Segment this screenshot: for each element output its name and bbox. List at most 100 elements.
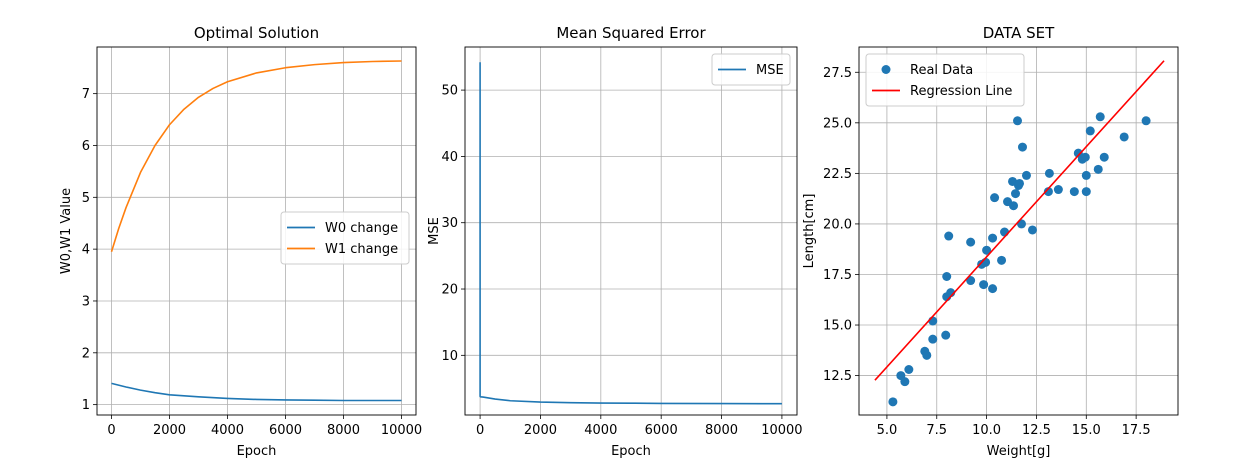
y-tick-label: 4 <box>82 243 90 258</box>
y-tick-label: 7 <box>82 87 90 102</box>
y-tick-label: 40 <box>441 150 458 165</box>
series-line-mse <box>479 62 782 405</box>
x-axis-label: Epoch <box>611 444 651 459</box>
y-tick-label: 17.5 <box>823 268 852 283</box>
axes-frame <box>858 46 1179 416</box>
data-point <box>928 334 938 344</box>
data-point <box>1095 112 1105 122</box>
x-tick-label: 2000 <box>153 423 186 438</box>
x-tick-label: 8000 <box>327 423 360 438</box>
y-tick-label: 22.5 <box>823 167 852 182</box>
data-point <box>1085 126 1095 136</box>
x-tick-label: 5.0 <box>877 423 898 438</box>
x-tick-label: 4000 <box>211 423 244 438</box>
y-tick-label: 27.5 <box>823 66 852 81</box>
chart-panel-2: 0 2000 4000 6000 8000 10000 10 20 30 40 50 Mean Squ… <box>427 24 803 459</box>
axes-frame <box>96 46 417 416</box>
data-point <box>922 350 932 360</box>
x-tick-label: 0 <box>107 423 115 438</box>
x-tick-label: 6000 <box>269 423 302 438</box>
x-tick-label: 0 <box>476 423 484 438</box>
x-axis-label: Weight[g] <box>987 444 1051 459</box>
y-axis-label: MSE <box>427 217 442 245</box>
data-point <box>904 365 914 375</box>
legend-label: W0 change <box>325 221 398 236</box>
data-point <box>1080 152 1090 162</box>
y-tick-label: 25.0 <box>823 116 852 131</box>
data-point <box>1141 116 1151 126</box>
y-axis-label: Length[cm] <box>802 194 817 269</box>
x-tick-label: 8000 <box>705 423 738 438</box>
data-point <box>1043 187 1053 197</box>
x-axis-label: Epoch <box>237 444 277 459</box>
data-point <box>966 237 976 247</box>
y-tick-label: 3 <box>82 294 90 309</box>
series-line-w0-change <box>111 382 402 402</box>
chart-title: Mean Squared Error <box>556 24 706 42</box>
data-point <box>1009 201 1019 211</box>
y-tick-label: 5 <box>82 191 90 206</box>
data-point <box>1011 189 1021 199</box>
data-point <box>1044 168 1054 178</box>
y-tick-label: 6 <box>82 139 90 154</box>
legend: MSE <box>711 53 791 86</box>
y-tick-label: 1 <box>82 398 90 413</box>
x-tick-label: 15.0 <box>1072 423 1101 438</box>
series-line-w1-change <box>110 60 402 252</box>
x-tick-label: 6000 <box>645 423 678 438</box>
y-tick-label: 30 <box>441 216 458 231</box>
data-point <box>900 377 910 387</box>
y-tick-label: 2 <box>82 346 90 361</box>
data-point <box>966 276 976 286</box>
data-point <box>1017 142 1027 152</box>
y-tick-label: 12.5 <box>823 369 852 384</box>
data-point <box>1000 227 1010 237</box>
data-point <box>1081 187 1091 197</box>
data-point <box>988 233 998 243</box>
x-tick-label: 7.5 <box>926 423 947 438</box>
data-point <box>1093 164 1103 174</box>
legend-label: W1 change <box>325 242 398 257</box>
legend-box <box>711 53 791 86</box>
legend-label: MSE <box>756 63 784 78</box>
legend: W0 change W1 change <box>280 211 410 265</box>
legend-box <box>865 53 1025 107</box>
legend-label: Regression Line <box>910 84 1012 99</box>
data-point <box>1021 170 1031 180</box>
data-point <box>942 271 952 281</box>
data-point <box>988 284 998 294</box>
y-tick-label: 15.0 <box>823 319 852 334</box>
data-point <box>941 330 951 340</box>
chart-title: DATA SET <box>983 24 1055 42</box>
data-point <box>1027 225 1037 235</box>
axes-frame <box>464 46 798 416</box>
chart-panel-1: 0 2000 4000 6000 8000 10000 1 2 3 4 5 6 7 Optimal Sol… <box>59 24 422 459</box>
x-tick-label: 2000 <box>524 423 557 438</box>
legend: Real Data Regression Line <box>865 53 1025 107</box>
series-line-regression-line <box>874 60 1165 381</box>
data-point <box>1013 116 1023 126</box>
x-tick-label: 10.0 <box>972 423 1001 438</box>
data-point <box>888 397 898 407</box>
y-tick-label: 10 <box>441 349 458 364</box>
y-tick-label: 20.0 <box>823 217 852 232</box>
data-point <box>1014 178 1024 188</box>
legend-box <box>280 211 410 265</box>
data-point <box>1069 187 1079 197</box>
data-point <box>944 231 954 241</box>
data-point <box>1053 185 1063 195</box>
y-axis-label: W0,W1 Value <box>59 188 74 274</box>
data-point <box>1081 170 1091 180</box>
y-tick-label: 50 <box>441 84 458 99</box>
x-tick-label: 12.5 <box>1022 423 1051 438</box>
data-point <box>982 245 992 255</box>
data-point <box>1119 132 1129 142</box>
x-tick-label: 4000 <box>584 423 617 438</box>
data-point <box>979 280 989 290</box>
legend-marker <box>881 65 891 74</box>
x-tick-label: 10000 <box>761 423 802 438</box>
legend-label: Real Data <box>910 63 973 78</box>
data-point <box>1099 152 1109 162</box>
